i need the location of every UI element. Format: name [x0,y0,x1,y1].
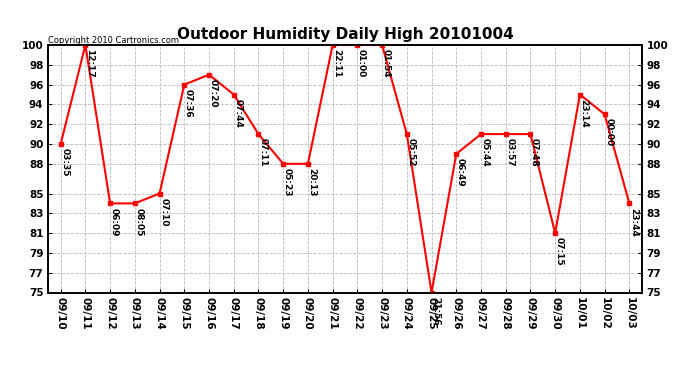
Text: 21:56: 21:56 [431,297,440,325]
Text: 07:48: 07:48 [530,138,539,167]
Text: 03:35: 03:35 [60,148,69,177]
Text: 01:00: 01:00 [357,49,366,77]
Text: 23:44: 23:44 [629,208,638,237]
Title: Outdoor Humidity Daily High 20101004: Outdoor Humidity Daily High 20101004 [177,27,513,42]
Text: 20:13: 20:13 [308,168,317,196]
Text: 00:00: 00:00 [604,118,613,147]
Text: 22:11: 22:11 [333,49,342,78]
Text: 07:20: 07:20 [208,79,217,107]
Text: 07:36: 07:36 [184,89,193,117]
Text: 06:49: 06:49 [456,158,465,187]
Text: 12:17: 12:17 [85,49,94,78]
Text: 23:14: 23:14 [580,99,589,128]
Text: 05:52: 05:52 [406,138,415,167]
Text: 01:54: 01:54 [382,49,391,78]
Text: 06:09: 06:09 [110,208,119,236]
Text: 03:57: 03:57 [505,138,514,167]
Text: 05:23: 05:23 [283,168,292,196]
Text: 05:44: 05:44 [481,138,490,167]
Text: 08:05: 08:05 [135,208,144,236]
Text: 07:15: 07:15 [555,237,564,266]
Text: 07:10: 07:10 [159,198,168,226]
Text: 07:11: 07:11 [258,138,267,167]
Text: 07:44: 07:44 [233,99,242,128]
Text: Copyright 2010 Cartronics.com: Copyright 2010 Cartronics.com [48,36,179,45]
